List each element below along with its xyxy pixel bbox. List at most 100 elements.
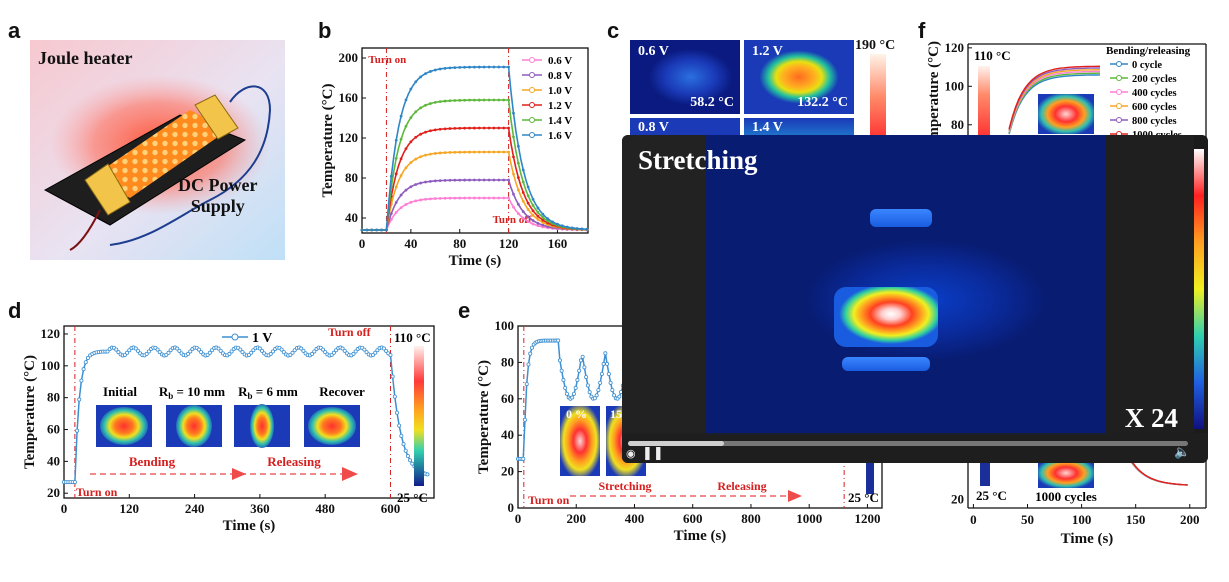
progress-fill (628, 441, 724, 446)
x-axis-label: Time (s) (449, 253, 502, 269)
data-point (497, 98, 501, 102)
data-point (404, 188, 408, 192)
data-point (468, 196, 471, 200)
volume-icon[interactable]: 🔈 (1174, 445, 1191, 460)
data-point (443, 99, 447, 103)
data-point (526, 220, 530, 223)
thermal-tile-0-8v: 0.8 V (630, 118, 740, 140)
turn-on-label: Turn on (528, 493, 570, 507)
data-point (482, 178, 486, 182)
data-point (72, 480, 77, 485)
releasing-label: Releasing (717, 479, 766, 493)
play-pause-icon[interactable]: ❚❚ (642, 446, 664, 461)
dc-power-line2: Supply (190, 196, 245, 216)
y-tick-label: 120 (339, 130, 359, 145)
data-point (312, 349, 317, 354)
legend-entry: 1.2 V (548, 100, 572, 112)
data-point (419, 155, 423, 159)
video-right-bar (1106, 135, 1194, 435)
data-point (177, 348, 182, 353)
legend-entry: 1 V (252, 331, 272, 346)
data-point (516, 212, 520, 215)
data-point (260, 348, 265, 353)
data-point (394, 172, 398, 176)
turn-off-label: Turn off (328, 325, 372, 339)
data-point (453, 66, 457, 70)
legend-entry: 400 cycles (1132, 88, 1177, 99)
data-point (561, 378, 566, 383)
colorbar-e (866, 458, 874, 494)
data-point (536, 214, 540, 218)
data-point (409, 200, 413, 204)
camera-icon[interactable]: ◉ (626, 447, 636, 460)
thermal-tile-1-4v: 1.4 V (744, 118, 854, 140)
data-point (605, 361, 610, 366)
progress-track[interactable] (628, 441, 1188, 446)
x-tick-label: 160 (548, 236, 568, 251)
data-point (536, 211, 540, 214)
data-point (408, 458, 413, 463)
data-point (281, 350, 286, 355)
data-point (424, 153, 427, 157)
y-axis-label: Temperature (°C) (22, 355, 38, 469)
x-tick-label: 200 (1180, 512, 1200, 527)
data-point (497, 150, 501, 154)
legend-marker (1116, 103, 1122, 109)
data-point (528, 351, 533, 356)
data-point (603, 351, 608, 356)
data-point (526, 201, 530, 205)
y-tick-label: 80 (501, 354, 514, 369)
data-point (290, 350, 295, 355)
data-point (392, 394, 397, 399)
data-point (526, 185, 530, 189)
data-point (458, 98, 462, 102)
colorbar-c (870, 54, 886, 140)
data-point (585, 227, 589, 231)
state-rb10: Rb = 10 mm (159, 384, 225, 401)
data-point (433, 68, 437, 72)
data-point (570, 395, 575, 400)
data-point (257, 346, 262, 351)
data-point (512, 172, 515, 176)
video-speed-label: X 24 (1124, 403, 1178, 433)
data-point (85, 355, 90, 360)
data-point (585, 383, 590, 388)
y-tick-label: 80 (345, 170, 358, 185)
data-point (512, 192, 515, 196)
data-point (136, 348, 141, 353)
legend-marker (231, 333, 239, 341)
data-point (394, 201, 398, 204)
y-axis-label: Temperature (°C) (926, 41, 942, 155)
inset-label-1: 15 (610, 407, 622, 421)
thermal-grid-c: 0.6 V 58.2 °C 1.2 V 132.2 °C 0.8 V 1.4 V (630, 40, 890, 140)
x-tick-label: 400 (625, 511, 645, 526)
data-point (424, 72, 427, 76)
colorbar-d (414, 346, 424, 486)
tile-temp: 58.2 °C (690, 95, 734, 110)
data-point (279, 347, 284, 352)
data-point (551, 220, 554, 224)
data-point (526, 215, 530, 219)
y-tick-label: 100 (495, 318, 515, 333)
bottom-inset-label: 1000 cycles (1035, 489, 1097, 504)
data-point (299, 346, 304, 351)
x-tick-label: 1000 (796, 511, 822, 526)
video-player[interactable]: Stretching X 24 ❚❚ ◉ 🔈 (622, 135, 1208, 463)
data-point (331, 350, 336, 355)
data-point (477, 65, 481, 69)
data-point (409, 116, 413, 119)
data-point (429, 152, 432, 156)
data-point (409, 140, 413, 144)
data-point (598, 380, 603, 385)
data-point (536, 221, 540, 225)
data-point (556, 222, 559, 226)
data-point (521, 199, 525, 203)
legend-marker (1116, 89, 1122, 95)
legend-marker (529, 72, 535, 78)
data-point (463, 98, 467, 102)
data-point (463, 65, 467, 69)
data-point (340, 346, 345, 351)
colorbar-f-min: 25 °C (976, 488, 1007, 503)
data-point (497, 178, 501, 182)
data-point (463, 196, 467, 200)
